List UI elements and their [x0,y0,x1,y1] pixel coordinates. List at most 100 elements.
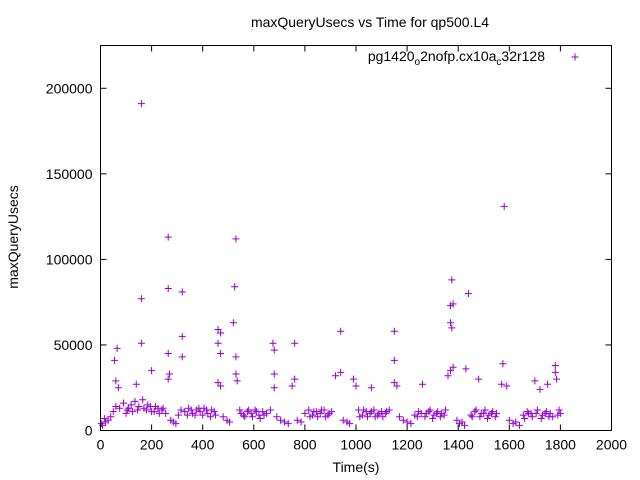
legend-marker-symbol [571,53,579,61]
data-point [332,372,340,380]
data-point [512,418,520,426]
data-point [214,339,222,347]
data-point [113,344,121,352]
data-point [553,375,561,383]
data-point [139,396,147,404]
y-tick-label: 0 [85,423,93,439]
data-point [480,409,488,417]
data-point [448,324,456,332]
data-point [249,413,257,421]
data-point [203,406,211,414]
data-point [273,413,281,421]
data-point [135,403,143,411]
legend-marker [571,53,579,61]
data-point [325,409,333,417]
data-point [164,350,172,357]
data-point [112,403,120,411]
data-point [545,413,553,421]
data-point [137,295,145,303]
data-point [429,415,437,423]
data-point [232,353,240,361]
data-point [544,380,552,388]
data-point [134,406,142,414]
y-tick-label: 150000 [46,166,93,182]
data-point [217,329,225,337]
x-tick-label: 400 [191,437,215,453]
data-point [390,327,398,335]
x-tick-label: 600 [242,437,266,453]
y-tick-label: 100000 [46,251,93,267]
legend-part-a: pg1420 [368,48,415,64]
data-point [346,420,354,428]
data-point [318,406,326,414]
data-point [421,413,429,421]
chart-title: maxQueryUsecs vs Time for qp500.L4 [251,14,489,30]
data-point [284,420,292,428]
data-point [270,384,278,392]
data-point [475,375,483,383]
legend-part-b: 2nofp.cx10a [420,48,496,64]
data-point [164,375,172,383]
data-point [484,415,492,423]
data-point [229,319,237,327]
data-point [226,418,234,426]
legend: pg1420o2nofp.cx10ac32r128 [368,48,579,68]
x-tick-label: 200 [140,437,164,453]
data-point [444,372,452,380]
data-point [112,377,120,385]
data-point [399,416,407,424]
data-point [211,411,219,419]
data-point [390,356,398,364]
data-point [199,411,207,419]
data-point [481,406,489,414]
data-point [291,339,299,347]
data-point [393,382,401,390]
data-point [148,408,156,416]
data-point [434,408,442,416]
data-point [542,408,550,416]
y-tick-label: 200000 [46,80,93,96]
data-point [500,202,508,210]
data-point [144,401,152,409]
data-point [178,353,186,361]
data-point [109,408,117,416]
data-point [383,408,391,416]
data-point [471,408,479,416]
data-point [498,380,506,388]
data-point [528,413,536,421]
x-tick-label: 1000 [340,437,371,453]
data-point [164,284,172,292]
data-point [270,346,278,354]
data-point [449,363,457,371]
data-point [375,409,383,417]
data-point [122,409,130,417]
data-point [556,409,564,417]
data-point [260,411,268,419]
data-point [305,406,313,414]
data-point [476,413,484,421]
x-tick-label: 1200 [392,437,423,453]
data-point [532,409,540,417]
data-point [97,420,105,428]
data-point [137,339,145,347]
data-point [541,409,549,417]
data-point [395,413,403,421]
data-point [461,421,469,429]
data-point [499,360,507,368]
data-point [178,332,186,340]
data-point [100,415,108,423]
data-point [128,408,136,416]
data-point [339,416,347,424]
data-point [277,416,285,424]
data-point [321,413,329,421]
data-point [379,413,387,421]
data-point [531,377,539,385]
data-point [232,370,240,378]
data-point [447,319,455,327]
data-point [536,385,544,393]
data-point [233,377,241,385]
data-point [191,411,199,419]
data-point [217,350,225,357]
data-point [151,403,159,411]
data-point [231,283,239,291]
